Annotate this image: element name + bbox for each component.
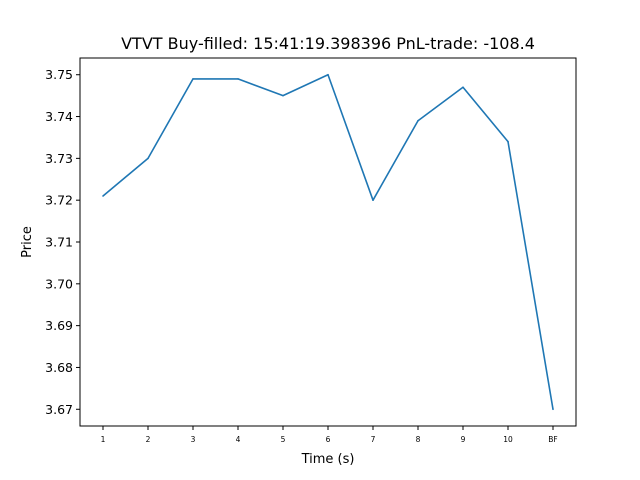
y-tick-label: 3.67 (45, 402, 73, 417)
data-point (462, 86, 464, 89)
x-axis: 1 2 3 4 5 6 7 8 9 10 BF (101, 426, 558, 444)
x-tick-label: 7 (371, 435, 376, 444)
series-group (102, 73, 554, 411)
data-point (192, 78, 194, 80)
y-tick-label: 3.74 (45, 109, 73, 124)
data-point (147, 157, 149, 160)
x-tick-label: 5 (281, 435, 286, 444)
y-tick-label: 3.68 (45, 360, 73, 375)
data-point (282, 94, 284, 97)
plot-area (79, 57, 577, 427)
chart-title: VTVT Buy-filled: 15:41:19.398396 PnL-tra… (121, 34, 535, 53)
y-tick-label: 3.72 (45, 193, 73, 208)
data-point (507, 140, 509, 143)
y-tick-label: 3.69 (45, 318, 73, 333)
x-tick-label: 2 (146, 435, 151, 444)
y-tick-label: 3.73 (45, 151, 73, 166)
x-tick-label: 3 (191, 435, 196, 444)
x-axis-label: Time (s) (301, 452, 355, 467)
y-tick-label: 3.75 (45, 67, 73, 82)
data-point (552, 408, 554, 411)
y-tick-label: 3.70 (45, 276, 73, 291)
x-tick-label: 8 (416, 435, 421, 444)
x-tick-label: 4 (236, 435, 241, 444)
y-axis: 3.67 3.68 3.69 3.70 3.71 3.72 3.73 3.74 3.75 (45, 67, 80, 417)
data-point (372, 199, 374, 201)
data-point (102, 195, 104, 197)
series-line (102, 73, 554, 410)
data-point (237, 78, 239, 80)
data-point (327, 73, 329, 76)
x-tick-label: 10 (503, 435, 513, 444)
x-tick-label: 9 (461, 435, 466, 444)
x-tick-label: 6 (326, 435, 331, 444)
data-point (417, 119, 419, 122)
y-axis-label: Price (20, 226, 35, 258)
x-tick-label: 1 (101, 435, 106, 444)
y-tick-label: 3.71 (45, 235, 73, 250)
x-tick-label: BF (548, 435, 557, 444)
